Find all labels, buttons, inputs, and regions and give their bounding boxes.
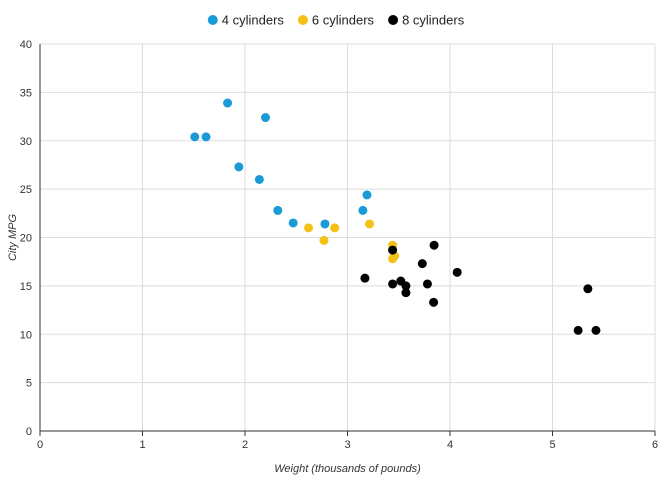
data-point-series-2 <box>429 240 439 250</box>
data-point-series-2 <box>452 267 462 277</box>
x-tick-label: 3 <box>344 439 350 451</box>
x-tick-label: 1 <box>139 439 145 451</box>
grid <box>40 43 656 431</box>
x-tick-label: 0 <box>37 439 43 451</box>
x-axis-title: Weight (thousands of pounds) <box>274 463 421 475</box>
data-point-series-2 <box>573 325 583 335</box>
y-axis-title: City MPG <box>7 214 19 262</box>
data-point-series-2 <box>417 259 427 269</box>
y-tick-label: 5 <box>26 378 32 390</box>
tick-labels: 0 1 2 3 4 5 6 0 5 10 15 20 25 30 35 40 <box>20 39 658 451</box>
data-points <box>190 98 601 335</box>
data-point-series-1 <box>365 219 375 229</box>
legend-marker <box>207 15 218 25</box>
data-point-series-1 <box>319 235 329 245</box>
data-point-series-0 <box>223 98 233 108</box>
data-point-series-0 <box>320 219 330 229</box>
data-point-series-1 <box>304 223 314 233</box>
legend-marker <box>297 15 308 25</box>
data-point-series-0 <box>288 218 298 228</box>
x-tick-label: 5 <box>549 439 555 451</box>
y-tick-label: 40 <box>20 39 32 51</box>
legend-label: 4 cylinders <box>222 13 285 28</box>
axes <box>39 44 656 436</box>
data-point-series-0 <box>201 132 211 142</box>
data-point-series-2 <box>360 273 370 283</box>
data-point-series-0 <box>358 205 368 215</box>
data-point-series-0 <box>234 162 244 172</box>
y-tick-label: 0 <box>26 426 32 438</box>
data-point-series-2 <box>583 284 593 294</box>
x-tick-label: 4 <box>447 439 453 451</box>
data-point-series-2 <box>422 279 432 289</box>
data-point-series-2 <box>388 279 398 289</box>
legend-item-series-1[interactable]: 6 cylinders <box>297 13 375 28</box>
data-point-series-2 <box>401 288 411 298</box>
data-point-series-0 <box>190 132 200 142</box>
legend-item-series-2[interactable]: 8 cylinders <box>388 13 465 28</box>
x-tick-label: 2 <box>242 439 248 451</box>
data-point-series-0 <box>261 113 270 123</box>
data-point-series-0 <box>273 205 283 215</box>
legend-label: 6 cylinders <box>312 13 375 28</box>
y-tick-label: 15 <box>20 281 32 293</box>
data-point-series-0 <box>254 174 264 184</box>
data-point-series-2 <box>591 325 601 335</box>
y-tick-label: 10 <box>20 329 32 341</box>
data-point-series-2 <box>429 297 439 307</box>
legend-label: 8 cylinders <box>402 13 465 28</box>
data-point-series-2 <box>388 245 398 255</box>
data-point-series-0 <box>362 190 372 200</box>
legend-item-series-0[interactable]: 4 cylinders <box>207 13 285 28</box>
data-point-series-2 <box>401 281 411 291</box>
legend-marker <box>388 15 399 25</box>
y-tick-label: 20 <box>20 233 32 245</box>
x-tick-label: 6 <box>652 439 658 451</box>
y-tick-label: 25 <box>20 184 32 196</box>
y-tick-label: 30 <box>20 136 32 148</box>
data-point-series-1 <box>330 223 340 233</box>
legend: 4 cylinders 6 cylinders 8 cylinders <box>207 13 465 28</box>
y-tick-label: 35 <box>20 87 32 99</box>
